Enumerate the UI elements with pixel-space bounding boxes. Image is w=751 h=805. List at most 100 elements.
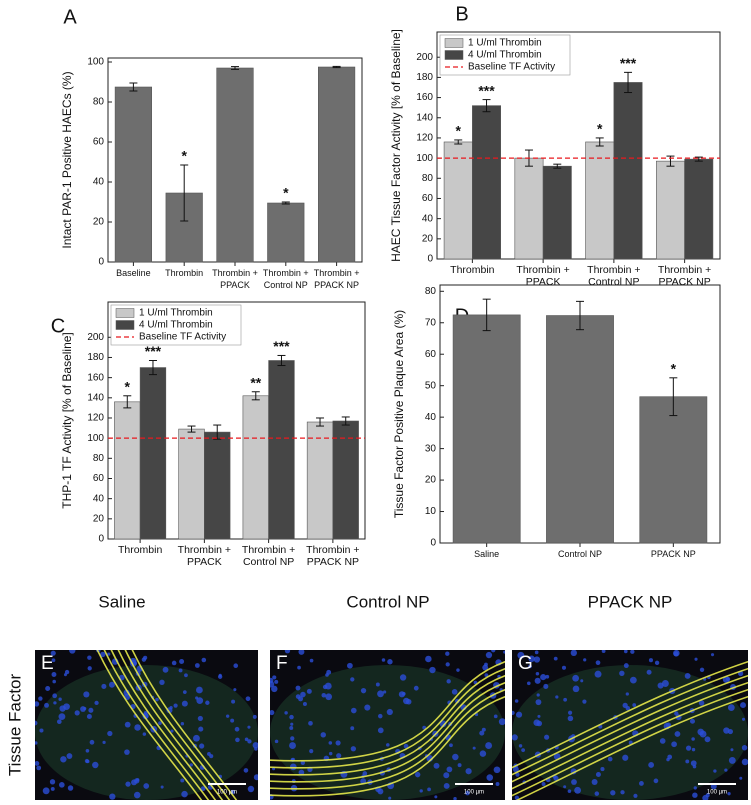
nucleus [173,703,178,708]
legend-label: 4 U/ml Thrombin [468,50,542,61]
y-tick-label: 80 [93,97,105,108]
y-tick-label: 140 [416,112,433,123]
nucleus [685,759,690,764]
nucleus [659,738,666,744]
y-axis-label: THP-1 TF Activity [% of Baseline] [60,332,74,509]
nucleus [481,727,486,732]
nucleus [290,722,294,726]
nucleus [325,693,333,701]
nucleus [155,697,159,702]
nucleus [465,768,472,775]
y-tick-label: 20 [93,513,105,524]
scale-label: 100 µm [707,790,727,796]
nucleus [88,707,94,713]
nucleus [36,765,42,771]
y-tick-label: 60 [425,349,437,360]
nucleus [622,754,629,761]
nucleus [629,676,637,684]
nucleus [66,753,73,759]
significance-label: *** [620,55,637,71]
nucleus [623,650,628,654]
significance-label: * [283,185,289,201]
significance-label: * [455,123,461,139]
nucleus [570,650,577,657]
nucleus [295,694,301,699]
bar [268,360,295,540]
nucleus [595,772,601,778]
nucleus [60,756,67,763]
nucleus [235,737,240,743]
x-tick-label-box: Thrombin + PPACK NP [658,264,711,288]
nucleus [253,774,258,781]
x-tick-label-box: Thrombin + PPACK [212,268,258,290]
nucleus [667,754,673,760]
significance-label: * [597,121,603,137]
bar [139,367,167,540]
nucleus [451,689,458,695]
nucleus [388,796,392,800]
nucleus [553,775,559,781]
elastin-fiber [117,650,224,800]
nucleus [429,666,436,674]
nucleus [50,786,55,791]
nucleus [201,657,207,663]
nucleus [518,744,523,748]
nucleus [572,685,580,693]
nucleus [741,758,748,766]
elastin-fiber [270,682,505,783]
micrograph-content [35,650,258,800]
nucleus [741,744,748,751]
nucleus [44,702,49,708]
nucleus [742,717,746,721]
nucleus [162,666,169,673]
scale-label: 100 µm [464,790,484,796]
significance-label: *** [145,343,162,359]
x-tick-label: Thrombin + PPACK [177,544,232,568]
nucleus [446,679,451,684]
nucleus [540,674,547,681]
elastin-fiber [270,689,505,790]
nucleus [689,718,696,724]
nucleus [674,711,679,716]
nucleus [594,670,602,678]
bar [585,141,615,260]
elastin-fiber [270,696,505,797]
panel-letter: C [51,315,65,337]
nucleus [515,711,523,718]
elastin-fiber [515,695,748,800]
nucleus [633,793,638,798]
nucleus [387,659,393,665]
nucleus [85,748,90,753]
nucleus [433,762,440,769]
nucleus [485,742,493,750]
significance-label: ** [250,374,261,390]
nucleus [141,657,147,662]
nucleus [690,760,697,767]
micrograph [270,650,505,800]
y-tick-label: 0 [98,257,104,268]
legend-label: 4 U/ml Thrombin [139,320,213,331]
y-tick-label: 50 [425,380,437,391]
nucleus [620,790,625,795]
x-tick-label: Baseline [116,268,151,278]
nucleus [297,665,301,670]
bar [332,420,359,540]
bar [267,202,305,263]
nucleus [443,783,450,789]
micrograph-title: PPACK NP [588,592,673,611]
significance-label: * [125,378,131,394]
x-tick-label: Thrombin + Control NP [241,544,296,568]
nucleus [298,650,305,655]
nucleus [638,781,644,786]
nucleus [35,720,38,726]
nucleus [377,690,384,698]
nucleus [673,651,679,657]
nucleus [51,658,56,663]
micrograph-content [270,650,505,800]
nucleus [574,786,582,794]
nucleus [512,710,515,716]
y-tick-label: 40 [93,177,105,188]
nucleus [512,734,518,741]
nucleus [284,650,291,654]
nucleus [64,669,70,675]
